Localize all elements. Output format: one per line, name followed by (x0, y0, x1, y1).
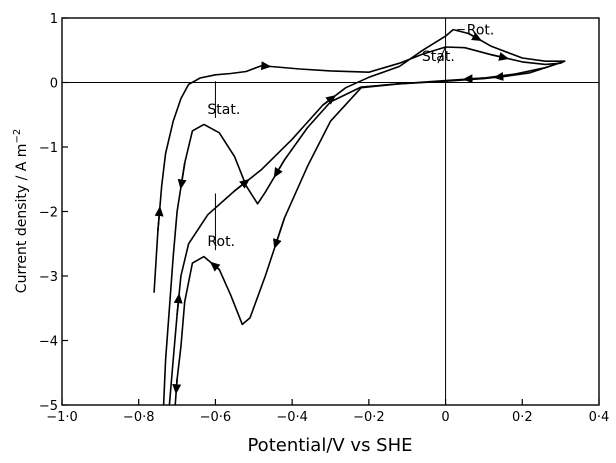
y-axis-title-superscript: −2 (12, 129, 23, 144)
curves (153, 28, 566, 406)
x-tick-label: 0 (441, 410, 449, 425)
x-axis-title: Potential/V vs SHE (247, 435, 412, 456)
direction-arrow (273, 217, 286, 250)
y-axis-title-main: Current density / A m (14, 144, 30, 294)
direction-arrow (209, 261, 221, 272)
annotation-label: Stat. (207, 102, 240, 118)
direction-arrow (273, 159, 286, 178)
x-tick-label: −0·6 (200, 410, 232, 425)
curve-rot-sweep-1 (168, 28, 566, 406)
direction-arrow (173, 293, 183, 315)
y-tick-label: 0 (50, 77, 58, 92)
direction-arrow (491, 52, 510, 61)
direction-arrow (493, 72, 508, 81)
direction-arrow (260, 61, 272, 71)
y-tick-label: −4 (39, 335, 58, 350)
x-tick-label: −1·0 (46, 410, 78, 425)
annotation-leader (437, 46, 447, 64)
x-axis-ticks: −1·0 −0·8 −0·6 −0·4 −0·2 0 0·2 0·4 (46, 399, 609, 425)
direction-arrow (468, 32, 483, 42)
annotation-label: Rot. (207, 234, 235, 250)
x-tick-label: −0·2 (353, 410, 385, 425)
y-axis-title: Current density / A m−2 (12, 129, 30, 293)
direction-arrow (177, 162, 187, 190)
plot-frame (61, 17, 600, 406)
y-tick-label: −3 (39, 270, 58, 285)
y-tick-label: −2 (39, 206, 58, 221)
y-tick-label: 1 (50, 12, 58, 27)
y-tick-label: −1 (39, 141, 58, 156)
x-tick-label: 0·2 (512, 410, 533, 425)
direction-arrow (172, 379, 182, 395)
direction-arrow (322, 95, 337, 106)
annotation-label: Stat. (422, 49, 455, 65)
direction-arrow (234, 178, 250, 192)
x-tick-label: 0·4 (589, 410, 610, 425)
x-tick-label: −0·8 (123, 410, 155, 425)
reference-lines (62, 18, 599, 405)
annotation-label: Rot. (467, 23, 495, 39)
x-tick-label: −0·4 (276, 410, 308, 425)
y-tick-label: −5 (39, 399, 58, 414)
y-axis-ticks: −5 −4 −3 −2 −1 0 1 (39, 12, 68, 414)
direction-arrow (462, 74, 484, 84)
direction-arrow (154, 206, 164, 231)
annotations: Rot. Stat. Stat. Rot. (207, 23, 494, 251)
